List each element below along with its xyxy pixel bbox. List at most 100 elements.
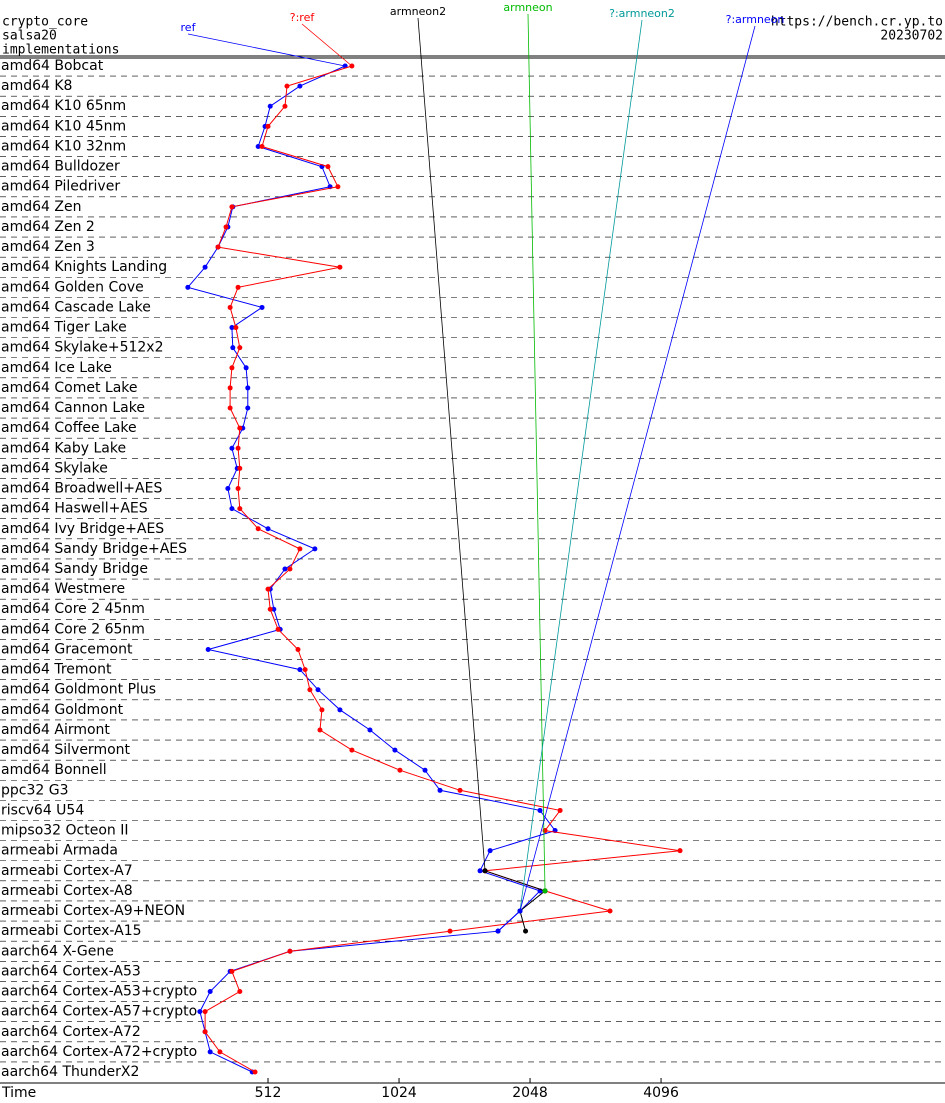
- category-label: amd64 Haswell+AES: [1, 501, 148, 517]
- data-point: [482, 868, 488, 874]
- data-point: [235, 445, 241, 451]
- category-label: amd64 Sandy Bridge: [1, 561, 148, 577]
- data-point: [287, 566, 293, 572]
- data-point: [227, 405, 233, 411]
- category-label: amd64 Tiger Lake: [1, 320, 127, 336]
- data-point: [229, 968, 235, 974]
- category-label: mipso32 Octeon II: [1, 823, 129, 839]
- data-point: [607, 908, 613, 914]
- data-point: [297, 83, 303, 89]
- category-label: amd64 Westmere: [1, 581, 125, 597]
- data-point: [523, 928, 529, 934]
- data-point: [287, 948, 293, 954]
- data-point: [677, 848, 683, 854]
- data-point: [185, 284, 191, 290]
- category-label: amd64 K10 65nm: [1, 98, 126, 114]
- category-label: ppc32 G3: [1, 782, 69, 798]
- source: https://bench.cr.yp.to: [771, 15, 943, 30]
- category-label: aarch64 Cortex-A53: [1, 963, 141, 979]
- data-point: [297, 667, 303, 673]
- x-tick-label: 512: [255, 1085, 282, 1101]
- category-label: riscv64 U54: [1, 802, 84, 818]
- data-point: [229, 506, 235, 512]
- data-point: [392, 747, 398, 753]
- data-point: [447, 928, 453, 934]
- category-label: armeabi Armada: [1, 843, 118, 859]
- data-point: [197, 1009, 203, 1015]
- category-label: amd64 Knights Landing: [1, 259, 167, 275]
- category-label: amd64 Zen 3: [1, 239, 95, 255]
- data-point: [223, 224, 229, 230]
- date: 20230702: [880, 29, 943, 44]
- data-point: [297, 546, 303, 552]
- data-point: [243, 365, 249, 371]
- data-point: [237, 989, 243, 995]
- data-point: [312, 546, 318, 552]
- data-point: [229, 365, 235, 371]
- data-point: [202, 264, 208, 270]
- category-label: aarch64 Cortex-A72+crypto: [1, 1044, 197, 1060]
- data-point: [335, 184, 341, 190]
- category-label: aarch64 ThunderX2: [1, 1064, 139, 1080]
- category-label: amd64 Kaby Lake: [1, 440, 126, 456]
- data-point: [202, 1009, 208, 1015]
- data-point: [337, 264, 343, 270]
- category-label: amd64 Zen 2: [1, 219, 95, 235]
- data-point: [233, 325, 239, 331]
- data-point: [259, 304, 265, 310]
- data-point: [271, 606, 277, 612]
- label-leader: [519, 19, 643, 912]
- data-point: [349, 63, 355, 69]
- data-point: [542, 828, 548, 834]
- category-label: amd64 Core 2 65nm: [1, 621, 145, 637]
- data-point: [235, 284, 241, 290]
- data-point: [255, 526, 261, 532]
- data-point: [477, 868, 483, 874]
- data-point: [265, 526, 271, 532]
- legend-label: ?:armneon: [726, 13, 785, 26]
- data-point: [267, 606, 273, 612]
- category-label: amd64 Silvermont: [1, 742, 131, 758]
- category-label: amd64 Skylake+512x2: [1, 340, 163, 356]
- data-point: [367, 727, 373, 733]
- data-point: [487, 848, 493, 854]
- chart-subtitle: salsa20: [2, 29, 57, 44]
- category-label: aarch64 X-Gene: [1, 943, 114, 959]
- data-point: [237, 425, 243, 431]
- legend-label: armneon: [503, 1, 552, 14]
- data-point: [319, 707, 325, 713]
- category-label: amd64 Bobcat: [1, 58, 104, 74]
- data-point: [227, 304, 233, 310]
- data-point: [265, 586, 271, 592]
- category-label: amd64 Tremont: [1, 662, 112, 678]
- data-point: [302, 667, 308, 673]
- data-point: [225, 486, 231, 492]
- category-label: amd64 Ivy Bridge+AES: [1, 521, 164, 537]
- series-line: [497, 910, 521, 932]
- data-point: [282, 566, 288, 572]
- data-point: [229, 204, 235, 210]
- data-point: [517, 908, 523, 914]
- data-point: [205, 646, 211, 652]
- category-label: amd64 Golden Cove: [1, 279, 144, 295]
- data-point: [255, 143, 261, 149]
- category-label: amd64 K10 32nm: [1, 138, 126, 154]
- legend-label: ?:armneon2: [609, 7, 675, 20]
- data-point: [337, 707, 343, 713]
- data-point: [245, 385, 251, 391]
- data-point: [227, 385, 233, 391]
- category-label: amd64 Broadwell+AES: [1, 481, 162, 497]
- data-point: [437, 787, 443, 793]
- data-point: [230, 345, 236, 351]
- data-point: [215, 244, 221, 250]
- series-line: [484, 870, 547, 932]
- label-leader: [519, 25, 756, 912]
- data-point: [229, 325, 235, 331]
- chart-title: crypto_core: [2, 15, 88, 30]
- data-point: [397, 767, 403, 773]
- data-point: [284, 83, 290, 89]
- header-label: implementations: [2, 43, 119, 58]
- x-axis-label: Time: [1, 1085, 36, 1101]
- category-label: amd64 Piledriver: [1, 179, 120, 195]
- category-label: aarch64 Cortex-A53+crypto: [1, 984, 197, 1000]
